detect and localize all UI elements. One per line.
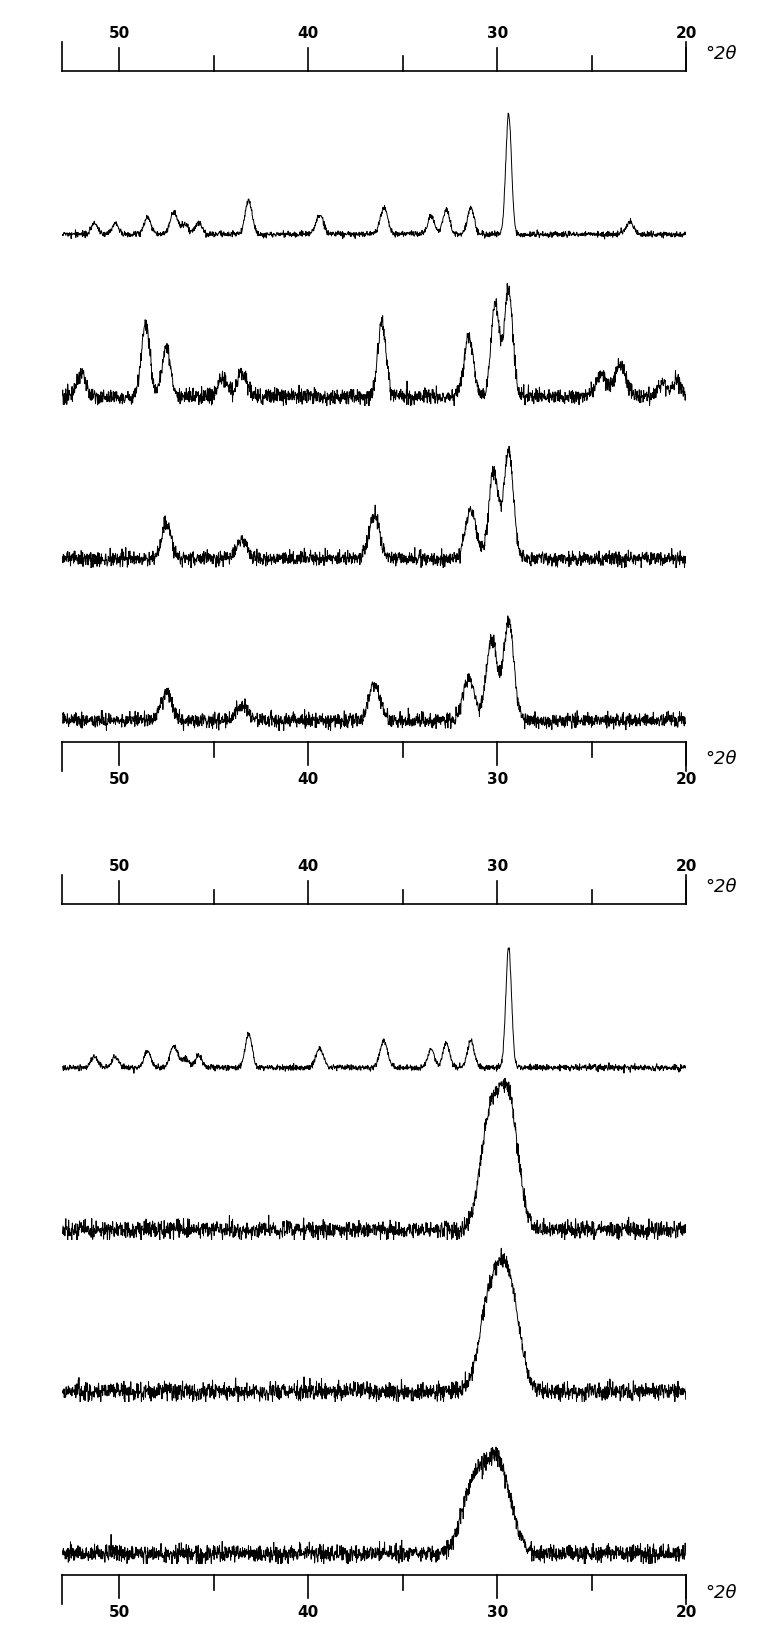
- Text: 40: 40: [298, 26, 319, 41]
- Text: 40: 40: [298, 771, 319, 788]
- Text: °2θ: °2θ: [705, 1584, 736, 1602]
- Text: 50: 50: [108, 26, 129, 41]
- Text: 30: 30: [487, 771, 508, 788]
- Text: 50: 50: [108, 771, 129, 788]
- Text: 50: 50: [108, 1605, 129, 1620]
- Text: 30: 30: [487, 1605, 508, 1620]
- Text: °2θ: °2θ: [705, 878, 736, 896]
- Text: 30: 30: [487, 858, 508, 875]
- Text: 20: 20: [675, 26, 697, 41]
- Text: 40: 40: [298, 858, 319, 875]
- Text: 40: 40: [298, 1605, 319, 1620]
- Text: 20: 20: [675, 771, 697, 788]
- Text: 50: 50: [108, 858, 129, 875]
- Text: 20: 20: [675, 1605, 697, 1620]
- Text: 20: 20: [675, 858, 697, 875]
- Text: °2θ: °2θ: [705, 44, 736, 62]
- Text: °2θ: °2θ: [705, 750, 736, 768]
- Text: 30: 30: [487, 26, 508, 41]
